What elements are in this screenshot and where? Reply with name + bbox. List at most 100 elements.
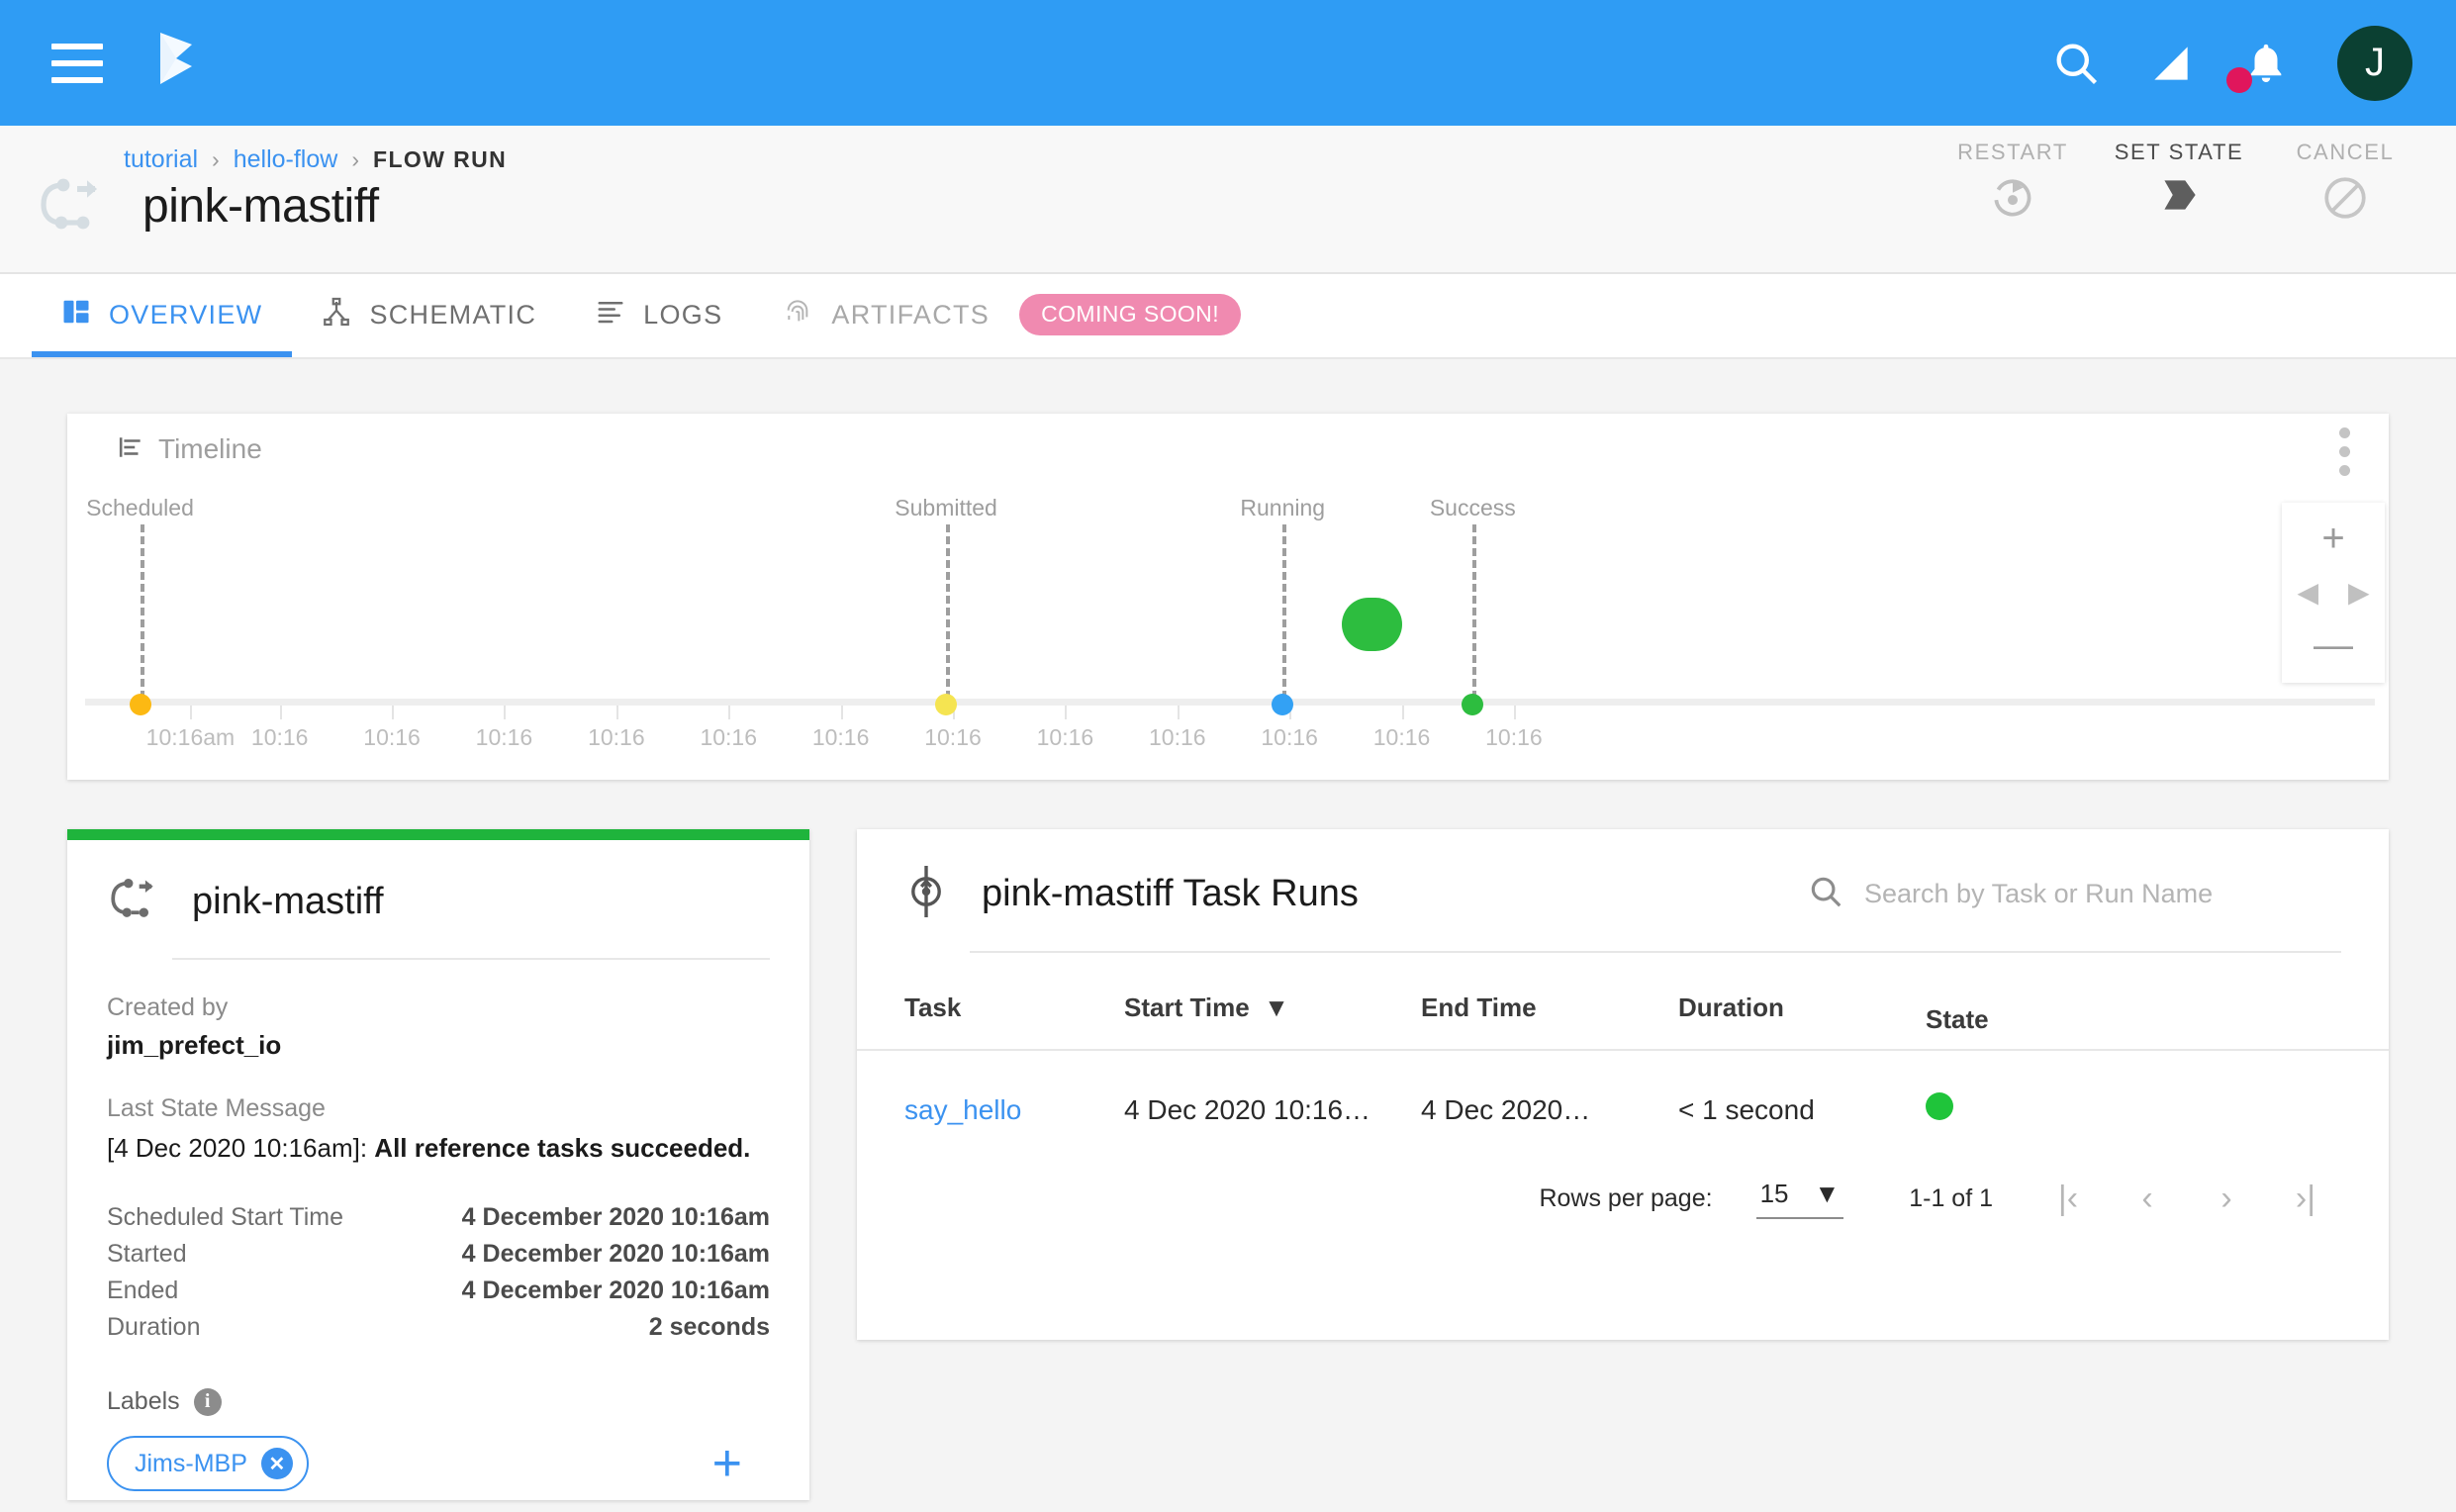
status-badge: COMING SOON! bbox=[1019, 294, 1241, 335]
column-header-task[interactable]: Task bbox=[904, 992, 962, 1022]
state-marker-running[interactable] bbox=[1272, 694, 1294, 715]
column-header-duration[interactable]: Duration bbox=[1678, 992, 1784, 1022]
last-page-button[interactable]: ›| bbox=[2295, 1180, 2316, 1217]
axis-tick-label: 10:16 bbox=[811, 724, 870, 750]
tab-artifacts-label: ARTIFACTS bbox=[831, 299, 991, 330]
last-state-message-label: Last State Message bbox=[107, 1094, 326, 1122]
axis-tick bbox=[1177, 706, 1180, 719]
axis-tick-label: 10:16 bbox=[250, 724, 309, 750]
timeline-bar[interactable] bbox=[1342, 598, 1402, 651]
chevron-down-icon: ▼ bbox=[1814, 1179, 1841, 1208]
zoom-in-button[interactable]: + bbox=[2321, 517, 2345, 560]
axis-tick bbox=[1513, 706, 1516, 719]
column-header-state[interactable]: State bbox=[1926, 1004, 1989, 1034]
fingerprint-icon bbox=[782, 296, 813, 334]
tab-overview[interactable]: OVERVIEW bbox=[32, 272, 293, 357]
set-state-button-label: SET STATE bbox=[2114, 140, 2244, 164]
timeline-axis: 10:16am 10:16 10:16 10:16 10:16 10:16 10:16 10:… bbox=[85, 694, 2375, 750]
axis-tick-label: 10:16am bbox=[145, 724, 236, 750]
hamburger-bar bbox=[51, 43, 103, 49]
restart-button-label: RESTART bbox=[1957, 140, 2068, 164]
pan-right-button[interactable]: ▶ bbox=[2348, 576, 2370, 608]
timeline-title: Timeline bbox=[158, 433, 262, 464]
column-header-end-time[interactable]: End Time bbox=[1421, 992, 1537, 1022]
sort-desc-icon: ▼ bbox=[1256, 992, 1289, 1022]
signal-icon[interactable] bbox=[2124, 16, 2219, 111]
state-marker-submitted[interactable] bbox=[935, 694, 958, 715]
detail-card-header: pink-mastiff bbox=[67, 840, 809, 930]
info-icon[interactable]: i bbox=[193, 1387, 222, 1416]
prefect-logo-icon[interactable] bbox=[150, 32, 202, 94]
detail-info-row: Started 4 December 2020 10:16am bbox=[107, 1236, 770, 1273]
status-badge bbox=[1926, 1092, 1953, 1120]
flow-run-detail-card: pink-mastiff Created by jim_prefect_io L… bbox=[67, 829, 809, 1500]
search-input[interactable] bbox=[1864, 879, 2341, 909]
cell-task: say_hello bbox=[857, 1050, 1124, 1169]
set-state-button[interactable]: SET STATE bbox=[2096, 140, 2262, 228]
tab-logs[interactable]: LOGS bbox=[566, 272, 752, 357]
plus-icon[interactable]: + bbox=[711, 1435, 742, 1492]
table-row[interactable]: say_hello 4 Dec 2020 10:16… 4 Dec 2020… < 1… bbox=[857, 1050, 2389, 1169]
restart-button[interactable]: RESTART bbox=[1930, 140, 2096, 228]
hamburger-icon[interactable] bbox=[51, 43, 103, 83]
created-by-label: Created by bbox=[107, 993, 229, 1021]
pagination-range: 1-1 of 1 bbox=[1909, 1184, 1993, 1212]
state-marker-scheduled[interactable] bbox=[129, 694, 151, 715]
breadcrumb-item-hello-flow[interactable]: hello-flow bbox=[233, 145, 338, 173]
detail-info-key: Duration bbox=[107, 1313, 201, 1341]
state-marker-success[interactable] bbox=[1462, 694, 1484, 715]
cancel-icon bbox=[2320, 173, 2370, 228]
axis-tick-label: 10:16 bbox=[1036, 724, 1094, 750]
column-header-start-time[interactable]: Start Time ▼ bbox=[1124, 992, 1421, 1050]
pan-left-button[interactable]: ◀ bbox=[2297, 576, 2318, 608]
state-guide-line bbox=[1282, 524, 1287, 699]
first-page-button[interactable]: |‹ bbox=[2057, 1180, 2079, 1217]
kebab-dot bbox=[2339, 446, 2350, 457]
last-state-message: [4 Dec 2020 10:16am]: All reference task… bbox=[107, 1133, 770, 1164]
hamburger-bar bbox=[51, 59, 103, 66]
table-header-row: Task Start Time ▼ End Time Duration Stat… bbox=[857, 992, 2389, 1050]
breadcrumb-separator: › bbox=[212, 146, 220, 172]
detail-info-value: 4 December 2020 10:16am bbox=[461, 1203, 770, 1231]
schematic-icon bbox=[322, 297, 351, 333]
prev-page-button[interactable]: ‹ bbox=[2141, 1180, 2153, 1217]
close-icon[interactable]: ✕ bbox=[260, 1448, 293, 1479]
label-chip[interactable]: Jims-MBP ✕ bbox=[107, 1436, 309, 1491]
axis-tick-label: 10:16 bbox=[700, 724, 757, 750]
cell-state bbox=[1926, 1050, 2389, 1169]
tab-logs-label: LOGS bbox=[643, 299, 723, 330]
detail-info-key: Scheduled Start Time bbox=[107, 1203, 344, 1231]
bell-icon[interactable] bbox=[2219, 16, 2314, 111]
cell-task-link[interactable]: say_hello bbox=[904, 1093, 1022, 1125]
set-state-icon bbox=[2154, 173, 2204, 222]
state-guide-line bbox=[946, 524, 951, 699]
axis-tick bbox=[1289, 706, 1292, 719]
avatar[interactable]: J bbox=[2337, 25, 2412, 101]
tab-artifacts[interactable]: ARTIFACTS COMING SOON! bbox=[752, 272, 1271, 357]
breadcrumb-item-flow-run: FLOW RUN bbox=[373, 146, 508, 172]
search-icon[interactable] bbox=[2029, 16, 2124, 111]
pagination-buttons: |‹ ‹ › ›| bbox=[2029, 1180, 2345, 1218]
task-runs-table: Task Start Time ▼ End Time Duration Stat… bbox=[857, 992, 2389, 1169]
cell-end-time: 4 Dec 2020… bbox=[1421, 1093, 1591, 1125]
detail-info-table: Scheduled Start Time 4 December 2020 10:1… bbox=[107, 1199, 770, 1346]
state-label-scheduled: Scheduled bbox=[86, 495, 194, 520]
cancel-button-label: CANCEL bbox=[2296, 140, 2395, 164]
next-page-button[interactable]: › bbox=[2220, 1180, 2232, 1217]
label-chip-text: Jims-MBP bbox=[135, 1449, 247, 1477]
dashboard-icon bbox=[61, 297, 91, 333]
breadcrumb-item-tutorial[interactable]: tutorial bbox=[124, 145, 199, 173]
rows-per-page-select[interactable]: 15 ▼ bbox=[1755, 1179, 1844, 1219]
state-label-submitted: Submitted bbox=[895, 495, 997, 520]
detail-info-value: 4 December 2020 10:16am bbox=[461, 1240, 770, 1268]
detail-info-row: Ended 4 December 2020 10:16am bbox=[107, 1273, 770, 1309]
tab-schematic[interactable]: SCHEMATIC bbox=[292, 272, 566, 357]
cancel-button[interactable]: CANCEL bbox=[2262, 140, 2428, 228]
last-state-text: All reference tasks succeeded. bbox=[374, 1133, 751, 1163]
kebab-menu-icon[interactable] bbox=[2339, 427, 2355, 484]
zoom-out-button[interactable]: — bbox=[2314, 623, 2353, 667]
kebab-dot bbox=[2339, 465, 2350, 476]
flow-run-icon bbox=[36, 173, 107, 238]
axis-tick bbox=[279, 706, 282, 719]
hamburger-bar bbox=[51, 76, 103, 83]
